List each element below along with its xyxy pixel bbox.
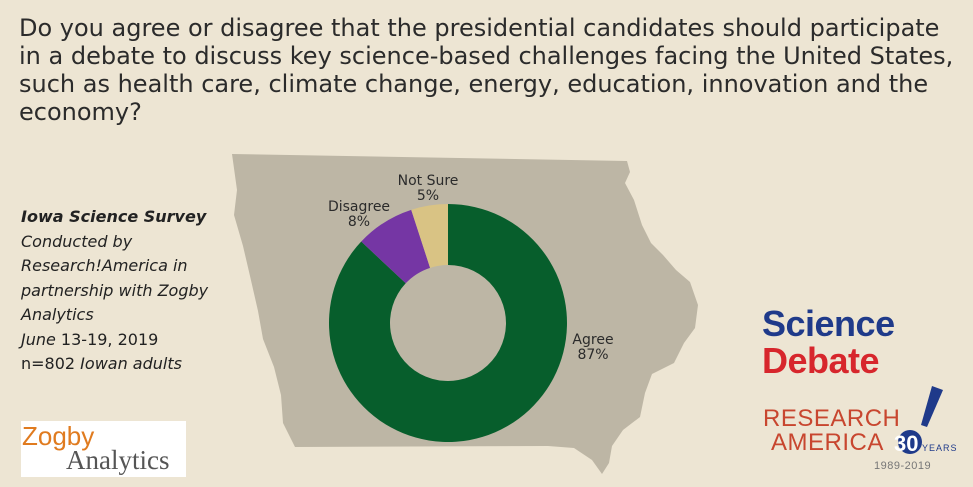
thirty-years-number: 30 bbox=[894, 431, 919, 456]
survey-line-2: Research!America in bbox=[21, 256, 188, 275]
survey-title: Iowa Science Survey bbox=[21, 207, 207, 226]
slice-label-agree: Agree bbox=[572, 332, 613, 348]
survey-info: Iowa Science Survey Conducted by Researc… bbox=[21, 205, 221, 377]
slice-value-not-sure: 5% bbox=[417, 188, 439, 204]
survey-line-3: partnership with Zogby bbox=[21, 280, 209, 300]
donut-slice-not-sure bbox=[411, 204, 448, 268]
america-logo-word: AMERICA bbox=[771, 429, 884, 456]
survey-sample: n=802 Iowan adults bbox=[21, 352, 221, 377]
survey-dates: June 13-19, 2019 bbox=[21, 328, 221, 353]
survey-dates-month: June bbox=[21, 329, 56, 349]
slice-value-agree: 87% bbox=[577, 347, 608, 363]
analytics-logo-word: Analytics bbox=[66, 445, 170, 475]
exclamation-mark-icon bbox=[898, 386, 943, 454]
slice-label-not-sure: Not Sure bbox=[398, 173, 459, 189]
zogby-logo-word: Zogby bbox=[22, 421, 95, 451]
donut-slice-agree bbox=[329, 204, 567, 442]
years-word: YEARS bbox=[922, 443, 958, 453]
slice-label-disagree: Disagree bbox=[328, 199, 390, 215]
survey-line-1: Conducted by bbox=[21, 231, 133, 251]
iowa-map-shape bbox=[232, 154, 698, 474]
research-america-logo: RESEARCH AMERICA 30 YEARS 1989-2019 bbox=[762, 383, 972, 478]
science-logo-word: Science bbox=[762, 303, 895, 344]
survey-sample-desc: Iowan adults bbox=[75, 354, 182, 373]
survey-line-4: Analytics bbox=[21, 305, 94, 324]
zogby-analytics-logo: Zogby Analytics bbox=[21, 421, 186, 477]
research-logo-word: RESEARCH bbox=[763, 405, 901, 432]
anniversary-dates: 1989-2019 bbox=[874, 460, 932, 472]
donut-slice-disagree bbox=[361, 209, 431, 284]
debate-logo-word: Debate bbox=[762, 340, 880, 381]
slice-value-disagree: 8% bbox=[348, 214, 370, 230]
survey-sample-n: n=802 bbox=[21, 354, 76, 373]
donut-group bbox=[329, 204, 567, 442]
question-title: Do you agree or disagree that the presid… bbox=[19, 14, 954, 126]
survey-dates-days: 13-19, 2019 bbox=[55, 329, 159, 349]
